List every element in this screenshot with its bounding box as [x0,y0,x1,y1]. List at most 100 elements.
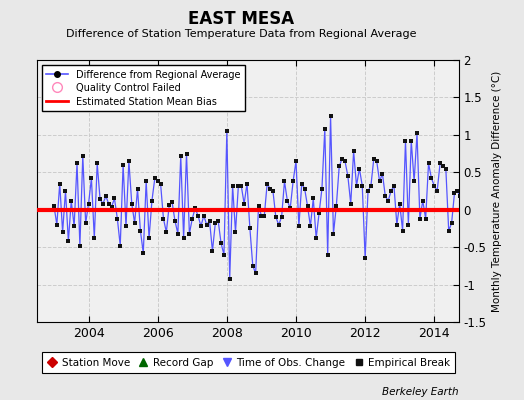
Point [84,200,93,207]
Point [171,218,179,224]
Point [436,160,444,166]
Point [154,178,162,184]
Point [456,193,464,200]
Point [378,170,387,177]
Point [162,229,170,235]
Point [110,195,118,202]
Point [269,188,277,194]
Point [306,223,314,229]
Point [364,188,372,194]
Point [130,220,139,226]
Point [442,165,450,172]
Point [168,199,176,206]
Point [298,180,306,187]
Y-axis label: Monthly Temperature Anomaly Difference (°C): Monthly Temperature Anomaly Difference (… [492,70,502,312]
Point [447,220,456,226]
Point [136,228,145,234]
Point [188,216,196,222]
Point [289,178,297,184]
Point [202,222,211,228]
Point [208,248,216,254]
Point [450,190,458,196]
Point [81,220,90,226]
Point [453,188,462,194]
Point [381,193,389,200]
Point [338,156,346,162]
Point [196,223,205,229]
Point [424,160,433,166]
Point [87,175,95,182]
Point [185,230,193,237]
Point [254,203,263,209]
Point [116,242,124,249]
Point [225,275,234,282]
Point [271,214,280,220]
Point [358,182,366,189]
Point [321,126,329,132]
Point [52,222,61,228]
Point [384,198,392,204]
Point [67,198,75,204]
Point [444,228,453,234]
Point [303,203,312,209]
Point [248,263,257,269]
Legend: Station Move, Record Gap, Time of Obs. Change, Empirical Break: Station Move, Record Gap, Time of Obs. C… [42,352,455,373]
Point [177,153,185,159]
Point [266,186,274,192]
Point [459,130,467,136]
Point [419,198,427,204]
Point [79,153,87,159]
Point [205,218,214,224]
Point [243,180,251,187]
Point [390,182,398,189]
Point [312,235,320,241]
Point [125,158,133,164]
Point [275,222,283,228]
Point [127,200,136,207]
Point [182,150,191,157]
Legend: Difference from Regional Average, Quality Control Failed, Estimated Station Mean: Difference from Regional Average, Qualit… [41,65,245,111]
Point [315,210,323,217]
Point [145,235,153,241]
Point [173,230,182,237]
Point [398,228,407,234]
Point [99,200,107,207]
Point [326,113,335,119]
Point [263,180,271,187]
Point [156,180,165,187]
Point [142,178,150,184]
Point [150,175,159,182]
Point [260,212,268,219]
Point [228,182,237,189]
Point [165,202,173,208]
Point [286,205,294,212]
Point [56,180,64,187]
Point [214,218,222,224]
Point [367,182,375,189]
Point [439,163,447,170]
Point [104,200,113,207]
Point [231,229,239,235]
Point [421,216,430,222]
Point [102,193,110,200]
Point [257,212,266,219]
Point [237,182,245,189]
Point [344,173,352,179]
Point [70,223,78,229]
Point [220,252,228,258]
Point [211,220,220,226]
Point [50,203,58,209]
Point [107,204,116,210]
Point [387,188,395,194]
Point [113,216,122,222]
Point [96,196,104,202]
Point [73,160,81,166]
Point [407,138,416,144]
Text: Difference of Station Temperature Data from Regional Average: Difference of Station Temperature Data f… [66,29,416,39]
Point [462,198,470,204]
Point [341,158,349,164]
Point [280,178,289,184]
Point [433,188,441,194]
Point [350,148,358,154]
Point [90,235,99,241]
